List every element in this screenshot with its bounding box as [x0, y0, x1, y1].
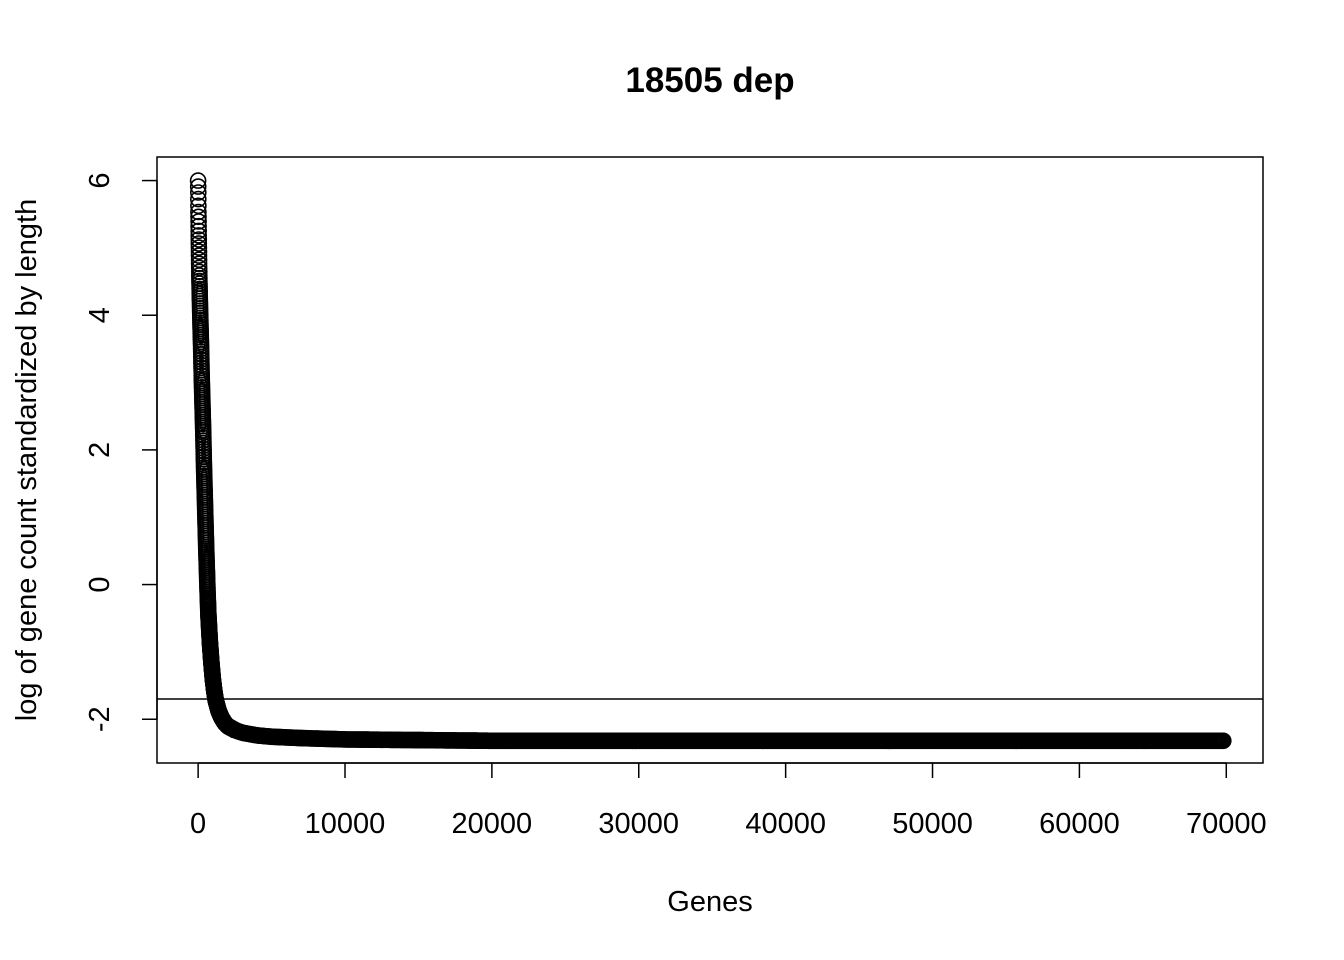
- y-tick-label: 2: [84, 442, 116, 458]
- x-tick-label: 40000: [745, 808, 826, 840]
- y-axis: -2 0 2 4 6: [84, 172, 158, 732]
- data-point: [190, 247, 208, 264]
- x-axis: 0 10000 20000 30000 40000 50000 60000 70000: [190, 762, 1267, 840]
- x-tick-label: 50000: [892, 808, 973, 840]
- y-tick-label: 4: [84, 307, 116, 323]
- x-tick-label: 10000: [305, 808, 386, 840]
- data-point: [189, 172, 207, 189]
- data-point: [1215, 732, 1232, 750]
- data-point: [190, 222, 207, 240]
- y-tick-label: -2: [84, 706, 116, 732]
- data-point: [190, 235, 208, 252]
- data-point: [190, 190, 207, 208]
- x-axis-label: Genes: [667, 886, 752, 918]
- data-points: [189, 172, 1232, 750]
- x-tick-label: 60000: [1039, 808, 1120, 840]
- data-point: [190, 208, 207, 226]
- data-point: [190, 231, 208, 248]
- data-point: [190, 213, 207, 230]
- data-point: [190, 184, 207, 201]
- data-point: [189, 178, 207, 195]
- plot-frame: [156, 156, 1264, 764]
- y-axis-label: log of gene count standardized by length: [11, 199, 43, 721]
- x-tick-label: 20000: [452, 808, 533, 840]
- data-point: [190, 259, 208, 277]
- x-tick-label: 0: [190, 808, 206, 840]
- data-point: [190, 243, 208, 260]
- x-tick-label: 70000: [1186, 808, 1267, 840]
- x-tick-label: 30000: [598, 808, 679, 840]
- data-point: [190, 227, 207, 244]
- chart-title: 18505 dep: [625, 61, 794, 100]
- y-tick-label: 6: [84, 172, 116, 188]
- y-tick-label: 0: [84, 576, 116, 592]
- data-point: [190, 239, 208, 256]
- data-point: [190, 251, 208, 269]
- data-point: [190, 217, 207, 235]
